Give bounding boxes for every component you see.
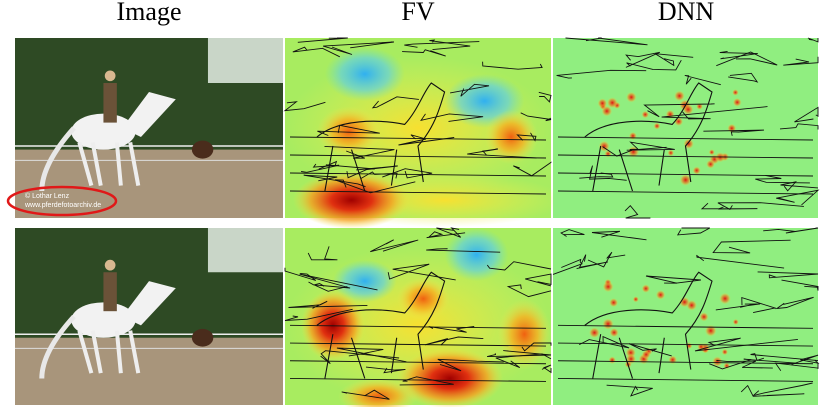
heat-dot: [668, 150, 675, 157]
heat-dot: [589, 327, 600, 338]
heat-dot: [674, 91, 685, 102]
horse-bg: [192, 141, 213, 159]
watermark: www.pferdefotoarchiv.de: [24, 202, 101, 209]
dnn-heatmap: [553, 228, 818, 405]
heat-dot: [668, 355, 677, 364]
heat-dot: [732, 89, 739, 96]
rider-head: [105, 70, 116, 81]
heat-dot: [642, 350, 651, 359]
heat-dot: [722, 349, 728, 355]
heat-dot: [610, 328, 619, 337]
heat-dot: [607, 97, 618, 108]
heat-dot: [609, 298, 618, 307]
panels: © Lothar Lenz www.pferdefotoarchiv.de: [8, 38, 818, 407]
heat-dot: [683, 139, 694, 150]
sky: [208, 38, 283, 83]
heat-dot: [705, 325, 717, 337]
photo: [15, 228, 283, 405]
heat-dot: [674, 117, 683, 126]
heat-dot: [683, 104, 694, 115]
heat-dot: [603, 281, 614, 292]
heat-dot: [642, 284, 651, 293]
sky: [208, 228, 283, 272]
heat-dot: [629, 132, 637, 140]
page: {"header": {"columns": ["Image", "FV", "…: [0, 0, 821, 407]
heat-dot: [693, 166, 701, 174]
heat-dot: [733, 319, 739, 325]
fv-heatmap: [285, 38, 564, 229]
heat-dot: [699, 312, 708, 321]
heat-dot: [719, 293, 731, 305]
watermark: © Lothar Lenz: [25, 192, 70, 200]
heat-blob: [445, 228, 509, 281]
fv-heatmap: [285, 228, 551, 407]
ground: [15, 338, 283, 405]
horse-bg: [192, 329, 213, 347]
dnn-heatmap: [553, 38, 818, 218]
heat-dot: [706, 160, 715, 169]
column-header: FV: [401, 0, 434, 26]
heat-dot: [733, 98, 742, 107]
column-header: DNN: [658, 0, 715, 26]
heat-dot: [609, 356, 616, 363]
heat-dot: [656, 290, 666, 300]
heat-dot: [654, 123, 661, 130]
column-header: Image: [117, 0, 182, 26]
heat-blob: [498, 299, 551, 370]
rider: [103, 272, 116, 311]
heat-dot: [642, 111, 649, 118]
heat-dot: [709, 149, 715, 155]
rider-head: [105, 260, 116, 271]
heat-dot: [602, 318, 613, 329]
photo: © Lothar Lenz www.pferdefotoarchiv.de: [8, 38, 283, 218]
heat-dot: [633, 296, 639, 302]
figure: Image FV DNN © Lothar Lenz www.pferdefoto…: [0, 0, 821, 407]
heat-dot: [626, 92, 637, 103]
rider: [103, 83, 116, 123]
